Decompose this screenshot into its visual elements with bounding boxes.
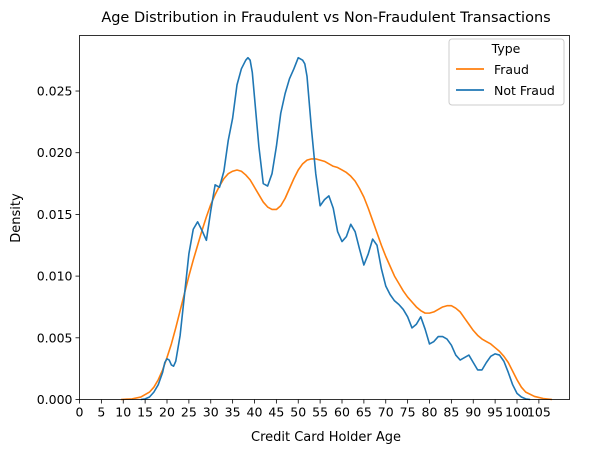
x-tick-label: 85 (443, 405, 459, 420)
y-axis-label: Density (9, 193, 24, 243)
x-tick-label: 75 (400, 405, 416, 420)
legend-label-not-fraud: Not Fraud (494, 83, 555, 98)
x-tick-label: 70 (378, 405, 394, 420)
x-tick-label: 45 (268, 405, 284, 420)
series-line-not-fraud (140, 56, 531, 401)
x-tick-label: 10 (115, 405, 131, 420)
x-tick-label: 80 (422, 405, 438, 420)
x-tick-label: 40 (247, 405, 263, 420)
x-tick-label: 105 (527, 405, 551, 420)
y-tick-label: 0.005 (37, 330, 73, 345)
legend: Type Fraud Not Fraud (448, 38, 565, 106)
plot-curves (121, 56, 553, 401)
x-tick-label: 20 (159, 405, 175, 420)
chart-title: Age Distribution in Fraudulent vs Non-Fr… (101, 10, 550, 26)
plot-frame (79, 35, 570, 400)
y-tick-label: 0.015 (37, 207, 73, 222)
x-tick-label: 25 (181, 405, 197, 420)
y-tick-label: 0.020 (37, 145, 73, 160)
y-tick-label: 0.000 (37, 392, 73, 407)
x-tick-label: 55 (312, 405, 328, 420)
y-tick-label: 0.010 (37, 269, 73, 284)
x-tick-label: 30 (203, 405, 219, 420)
x-tick-label: 50 (290, 405, 306, 420)
legend-title: Type (491, 41, 521, 56)
x-tick-label: 90 (465, 405, 481, 420)
x-tick-label: 5 (97, 405, 105, 420)
y-axis: 0.000 0.005 0.010 0.015 0.020 0.025 (37, 84, 80, 407)
x-axis: 0 5 10 15 20 25 30 35 40 45 50 55 60 65 70 75 80 85 90 95 10… (76, 399, 551, 420)
x-tick-label: 95 (487, 405, 503, 420)
x-tick-label: 0 (76, 405, 84, 420)
y-tick-label: 0.025 (37, 84, 73, 99)
legend-frame (448, 38, 565, 106)
x-tick-label: 35 (225, 405, 241, 420)
x-axis-label: Credit Card Holder Age (251, 430, 401, 445)
series-line-fraud (121, 158, 553, 401)
legend-label-fraud: Fraud (494, 62, 529, 77)
x-tick-label: 65 (356, 405, 372, 420)
x-tick-label: 60 (334, 405, 350, 420)
x-tick-label: 15 (137, 405, 153, 420)
x-tick-label: 100 (505, 405, 529, 420)
